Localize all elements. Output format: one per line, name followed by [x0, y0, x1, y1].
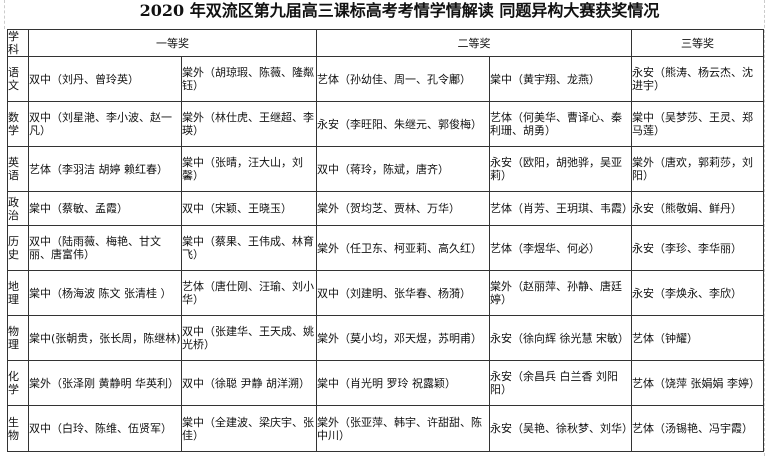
second-prize-cell: 棠外（张亚萍、韩宇、许甜甜、陈中川）: [316, 405, 490, 452]
first-prize-cell: 双中（徐聪 尹静 胡洋溯）: [181, 360, 317, 406]
first-prize-cell: 双中（刘星滟、李小波、赵一凡）: [28, 101, 182, 147]
first-prize-cell: 棠外（林仕虎、王继超、李瑛）: [181, 101, 317, 147]
second-prize-cell: 双中（蒋玲，陈斌，唐齐）: [316, 146, 490, 192]
subject-cell: 化学: [7, 360, 29, 406]
first-prize-cell: 棠中（蔡敏、孟霞）: [28, 191, 182, 226]
subject-cell: 生物: [7, 405, 29, 452]
first-prize-cell: 艺体（李羽洁 胡婷 赖红春）: [28, 146, 182, 192]
subject-cell: 地理: [7, 270, 29, 316]
first-prize-cell: 艺体（唐仕刚、汪瑜、刘小华）: [181, 270, 317, 316]
second-prize-cell: 永安（徐向辉 徐光慧 宋敏）: [489, 315, 632, 361]
second-prize-cell: 艺体（肖芳、王玥琪、韦霞）: [489, 191, 632, 226]
table-row: 物理 棠中(张朝贵，张长周，陈继林) 双中（张建华、王天成、姚光桥） 棠外（莫小均，邓…: [7, 315, 764, 361]
first-prize-cell: 棠外（胡琼瑕、陈薇、隆粼钰）: [181, 56, 317, 102]
first-prize-cell: 棠中(张朝贵，张长周，陈继林): [28, 315, 182, 361]
third-prize-cell: 棠中（吴梦莎、王灵、郑马莲）: [631, 101, 764, 147]
second-prize-cell: 棠外（莫小均，邓天煜，苏明甫）: [316, 315, 490, 361]
first-prize-cell: 棠中（全建波、梁庆宇、张佳）: [181, 405, 317, 452]
header-first-prize: 一等奖: [28, 29, 317, 57]
third-prize-cell: 艺体（饶萍 张娟娟 李婷）: [631, 360, 764, 406]
subject-cell: 数学: [7, 101, 29, 147]
first-prize-cell: 双中（陆雨薇、梅艳、甘文丽、唐富伟）: [28, 225, 182, 271]
second-prize-cell: 艺体（何美华、曹译心、秦利珊、胡勇）: [489, 101, 632, 147]
table-row: 数学 双中（刘星滟、李小波、赵一凡） 棠外（林仕虎、王继超、李瑛） 永安（李旺阳、朱继…: [7, 101, 764, 147]
table-row: 化学 棠外（张泽刚 黄静明 华英利） 双中（徐聪 尹静 胡洋溯） 棠中（肖光明 罗玲 …: [7, 360, 764, 406]
page-margin-guide: [4, 0, 5, 29]
page-margin-guide-right: [764, 0, 765, 456]
table-row: 地理 棠中（杨海波 陈文 张清桂 ）艺体（唐仕刚、汪瑜、刘小华） 双中（刘建明、张华…: [7, 270, 764, 316]
second-prize-cell: 艺体（孙幼佳、周一、孔令鄘）: [316, 56, 490, 102]
third-prize-cell: 永安（熊涛、杨云杰、沈进宇）: [631, 56, 764, 102]
second-prize-cell: 永安（李旺阳、朱继元、郭俊梅）: [316, 101, 490, 147]
table-row: 历史 双中（陆雨薇、梅艳、甘文丽、唐富伟） 棠中（蔡果、王伟成、林育飞） 棠外（任卫东…: [7, 225, 764, 271]
third-prize-cell: 永安（熊敬娟、鲜丹）: [631, 191, 764, 226]
table-row: 政治 棠中（蔡敏、孟霞） 双中（宋颖、王晓玉） 棠外（贺均芝、贾林、万华） 艺体（肖芳、…: [7, 191, 764, 226]
third-prize-cell: 艺体（汤锡艳、冯宇霞）: [631, 405, 764, 452]
header-second-prize: 二等奖: [316, 29, 632, 57]
first-prize-cell: 双中（张建华、王天成、姚光桥）: [181, 315, 317, 361]
second-prize-cell: 永安（吴艳、徐秋梦、刘华）: [489, 405, 632, 452]
document-title: 2020 年双流区第九届高三课标高考考情学情解读 同题异构大赛获奖情况: [139, 1, 660, 20]
second-prize-cell: 棠外（任卫东、柯亚莉、高久红）: [316, 225, 490, 271]
first-prize-cell: 双中（刘丹、曾玲英）: [28, 56, 182, 102]
third-prize-cell: 永安（李珍、李华丽）: [631, 225, 764, 271]
second-prize-cell: 双中（刘建明、张华春、杨漪）: [316, 270, 490, 316]
first-prize-cell: 棠中（杨海波 陈文 张清桂 ）: [28, 270, 182, 316]
table-header-row: 学科 一等奖 二等奖 三等奖: [7, 29, 764, 57]
awards-table: 学科 一等奖 二等奖 三等奖 语文 双中（刘丹、曾玲英） 棠外（胡琼瑕、陈薇、隆粼钰…: [7, 29, 764, 452]
first-prize-cell: 棠中（张晴，汪大山，刘馨）: [181, 146, 317, 192]
second-prize-cell: 棠外（贺均芝、贾林、万华）: [316, 191, 490, 226]
first-prize-cell: 棠外（张泽刚 黄静明 华英利）: [28, 360, 182, 406]
header-subject: 学科: [7, 29, 29, 57]
header-third-prize: 三等奖: [631, 29, 764, 57]
subject-cell: 英语: [7, 146, 29, 192]
subject-cell: 物理: [7, 315, 29, 361]
second-prize-cell: 棠中（黄宇翔、龙燕）: [489, 56, 632, 102]
second-prize-cell: 艺体（李煜华、何必）: [489, 225, 632, 271]
first-prize-cell: 双中（宋颖、王晓玉）: [181, 191, 317, 226]
third-prize-cell: 棠外（唐欢，郭莉莎，刘阳）: [631, 146, 764, 192]
third-prize-cell: 永安（李焕永、李欣）: [631, 270, 764, 316]
second-prize-cell: 棠外（赵丽萍、孙静、唐廷婷）: [489, 270, 632, 316]
table-row: 英语 艺体（李羽洁 胡婷 赖红春） 棠中（张晴，汪大山，刘馨） 双中（蒋玲，陈斌，唐齐…: [7, 146, 764, 192]
table-row: 语文 双中（刘丹、曾玲英） 棠外（胡琼瑕、陈薇、隆粼钰） 艺体（孙幼佳、周一、孔令鄘）…: [7, 56, 764, 102]
second-prize-cell: 永安（余昌兵 白兰香 刘阳阳）: [489, 360, 632, 406]
first-prize-cell: 双中（白玲、陈维、伍贤军）: [28, 405, 182, 452]
first-prize-cell: 棠中（蔡果、王伟成、林育飞）: [181, 225, 317, 271]
subject-cell: 语文: [7, 56, 29, 102]
second-prize-cell: 永安（欧阳，胡弛骅，吴亚莉）: [489, 146, 632, 192]
third-prize-cell: 艺体（钟耀）: [631, 315, 764, 361]
subject-cell: 历史: [7, 225, 29, 271]
table-row: 生物 双中（白玲、陈维、伍贤军） 棠中（全建波、梁庆宇、张佳） 棠外（张亚萍、韩宇、许…: [7, 405, 764, 452]
second-prize-cell: 棠中（肖光明 罗玲 祝露颖）: [316, 360, 490, 406]
subject-cell: 政治: [7, 191, 29, 226]
